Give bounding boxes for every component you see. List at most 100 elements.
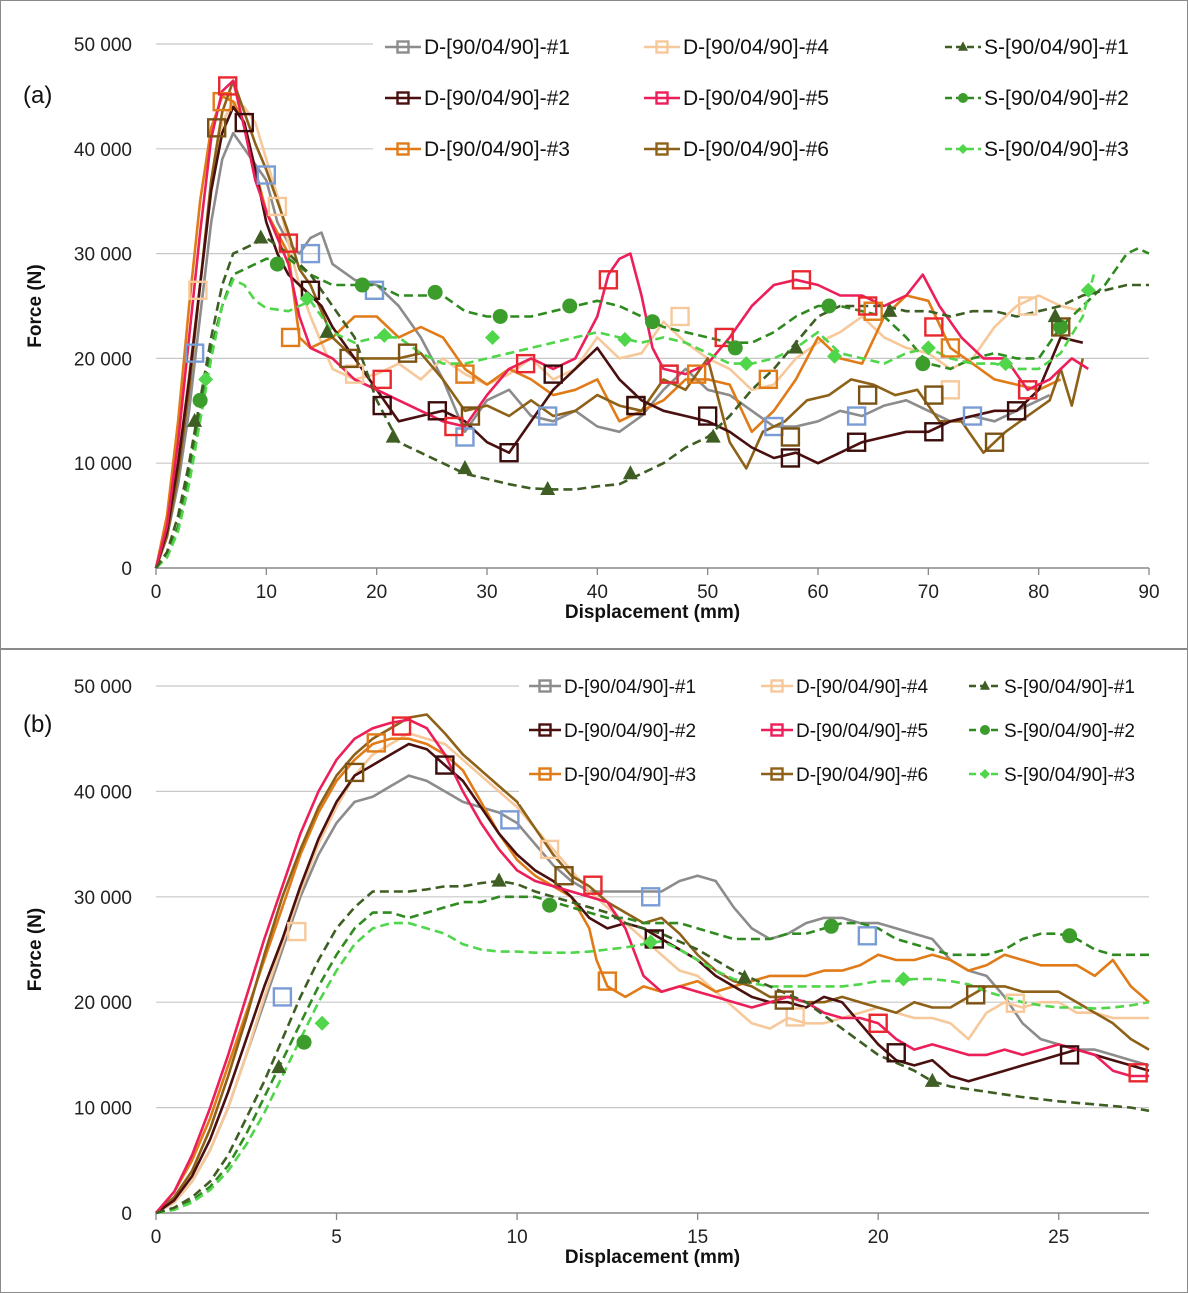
legend-marker — [655, 142, 669, 156]
data-point — [1047, 308, 1063, 323]
legend-label: D-[90/04/90]-#5 — [683, 87, 829, 110]
data-point — [868, 1013, 888, 1033]
legend-marker — [396, 40, 410, 54]
legend-marker — [770, 679, 784, 693]
data-point — [372, 395, 392, 416]
data-point — [644, 929, 665, 949]
x-axis-label: Displacement (mm) — [565, 1247, 740, 1268]
data-point — [821, 298, 837, 314]
data-point — [659, 364, 679, 384]
x-tick-label: 50 — [697, 582, 718, 603]
data-point — [539, 839, 560, 860]
data-point — [344, 364, 365, 384]
data-point — [920, 340, 936, 356]
data-point — [583, 875, 603, 895]
data-point — [542, 897, 558, 913]
legend-marker — [538, 723, 552, 737]
data-point — [626, 395, 646, 416]
x-tick-label: 20 — [868, 1227, 889, 1248]
data-point — [391, 716, 412, 736]
data-point — [376, 327, 392, 343]
data-point — [764, 416, 784, 437]
data-point — [218, 76, 238, 96]
chart-panel-a: 0 10 20 30 40 50 60 70 80 90 0 10 000 20 000 30 000 40… — [0, 0, 1188, 649]
legend-marker — [770, 767, 784, 781]
series-line — [154, 100, 1084, 569]
data-point — [287, 921, 307, 942]
legend-label: D-[90/04/90]-#3 — [424, 138, 570, 161]
series-line — [154, 105, 1084, 569]
plot-area — [155, 713, 1150, 1215]
x-tick-label: 0 — [151, 1227, 162, 1248]
data-point — [882, 302, 898, 317]
legend-label: S-[90/04/90]-#1 — [1004, 677, 1135, 698]
data-point — [253, 229, 269, 244]
y-tick-label: 40 000 — [74, 782, 132, 803]
data-point — [780, 448, 801, 468]
data-point — [300, 243, 321, 264]
data-point — [206, 118, 227, 138]
data-point — [372, 369, 392, 390]
x-tick-label: 40 — [587, 582, 608, 603]
legend-label: D-[90/04/90]-#1 — [564, 677, 696, 698]
data-point — [444, 416, 464, 437]
legend-label: D-[90/04/90]-#2 — [424, 87, 570, 110]
series-line — [154, 236, 1149, 569]
data-point — [857, 296, 878, 316]
data-point — [267, 196, 288, 217]
data-point — [500, 810, 520, 830]
data-point — [427, 284, 443, 300]
data-point — [319, 323, 335, 338]
data-point — [256, 165, 277, 185]
data-point — [1128, 1063, 1148, 1083]
plot-area — [154, 76, 1150, 569]
data-point — [827, 348, 843, 364]
data-point — [212, 91, 232, 112]
x-tick-label: 70 — [918, 582, 939, 603]
data-point — [924, 422, 944, 442]
legend-label: S-[90/04/90]-#2 — [984, 87, 1129, 110]
chart-a-svg: 0 10 20 30 40 50 60 70 80 90 0 10 000 20 000 30 000 40… — [23, 21, 1185, 623]
y-tick-label: 30 000 — [74, 888, 132, 909]
data-point — [314, 1015, 330, 1031]
series-line — [155, 742, 1150, 1215]
series-line — [154, 131, 1051, 569]
data-point — [714, 327, 734, 348]
data-point — [727, 340, 743, 356]
data-point — [1017, 296, 1038, 316]
data-point — [455, 427, 475, 447]
data-point — [299, 291, 315, 307]
data-point — [540, 480, 556, 496]
data-point — [774, 990, 794, 1010]
data-point — [597, 971, 618, 991]
data-point — [738, 356, 754, 372]
data-point — [537, 406, 558, 426]
legend: D-[90/04/90]-#1 D-[90/04/90]-#4 S-[90/04/9… — [519, 664, 1185, 804]
data-point — [1059, 1045, 1080, 1065]
series-line — [155, 737, 1150, 1214]
legend-marker — [538, 679, 552, 693]
legend-label: S-[90/04/90]-#3 — [1004, 765, 1135, 786]
data-point — [184, 343, 205, 363]
data-point — [1062, 928, 1078, 944]
legend: D-[90/04/90]-#1 D-[90/04/90]-#4 S-[90/04/9… — [373, 21, 1185, 181]
legend-marker — [958, 93, 968, 103]
legend-marker — [655, 91, 669, 105]
data-point — [962, 406, 983, 426]
x-tick-label: 0 — [151, 582, 162, 603]
data-point — [278, 233, 299, 253]
data-point — [924, 317, 944, 337]
y-tick-label: 30 000 — [74, 245, 132, 266]
legend-marker — [980, 725, 990, 735]
legend-marker — [980, 769, 990, 779]
data-point — [643, 934, 659, 950]
data-point — [272, 987, 293, 1007]
x-tick-label: 15 — [687, 1227, 708, 1248]
data-point — [460, 406, 481, 426]
data-point — [857, 926, 878, 946]
series-line — [154, 79, 1089, 569]
legend-label: S-[90/04/90]-#2 — [1004, 721, 1135, 742]
legend-marker — [770, 723, 784, 737]
data-point — [435, 755, 455, 775]
legend-label: D-[90/04/90]-#6 — [796, 765, 928, 786]
